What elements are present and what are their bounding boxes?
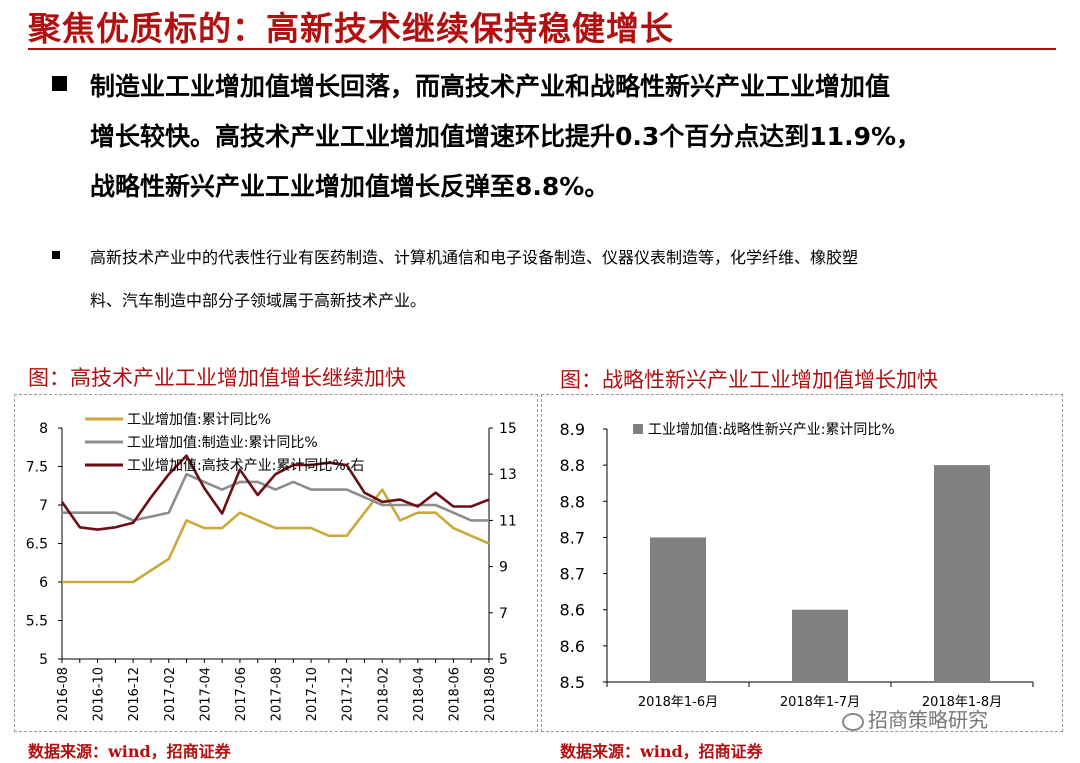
- right-chart-panel: 8.5 8.6 8.6 8.7 8.7 8.8 8.8 8.9 2018年1-6月 2018年1-…: [541, 394, 1063, 732]
- sub-bullet-line: 高新技术产业中的代表性行业有医药制造、计算机通信和电子设备制造、仪器仪表制造等，…: [90, 248, 859, 267]
- x-tick-label: 2018-04: [412, 667, 427, 721]
- left-y-tick-label: 5.5: [26, 614, 48, 630]
- series-line-1: [62, 488, 490, 584]
- x-tick-label: 2017-06: [234, 667, 249, 721]
- x-tick-label: 2016-08: [56, 667, 71, 721]
- left-y-tick-label: 6.5: [26, 537, 48, 553]
- legend-label: 工业增加值:战略性新兴产业:累计同比%: [648, 422, 895, 438]
- y-tick-label: 8.9: [560, 420, 585, 439]
- y-tick-label: 8.6: [560, 637, 585, 656]
- legend-label: 工业增加值:制造业:累计同比%: [127, 435, 318, 451]
- x-tick-label: 2018年1-6月: [638, 695, 718, 710]
- y-tick-label: 8.7: [560, 528, 585, 547]
- main-bullet-text: 制造业工业增加值增长回落，而高技术产业和战略性新兴产业工业增加值 增长较快。高技…: [90, 62, 921, 212]
- page-title: 聚焦优质标的：高新技术继续保持稳健增长: [28, 9, 674, 48]
- right-y-tick-label: 11: [499, 513, 517, 529]
- sub-bullet-line: 料、汽车制造中部分子领域属于高新技术产业。: [90, 291, 427, 310]
- main-bullet-line: 增长较快。高技术产业工业增加值增速环比提升0.3个百分点达到11.9%，: [90, 122, 922, 151]
- x-tick-label: 2018-06: [447, 667, 462, 721]
- left-chart-caption: 图：高技术产业工业增加值增长继续加快: [28, 366, 406, 390]
- bar: [934, 465, 990, 682]
- bullet-square-icon: [52, 251, 60, 259]
- left-line-chart: 5 5.5 6 6.5 7 7.5 8 5 7 9 11 13 15 2016-08 2016-10 2016…: [26, 412, 517, 721]
- left-y-tick-label: 5: [39, 652, 48, 668]
- x-tick-label: 2017-12: [341, 667, 356, 721]
- main-bullet-line: 制造业工业增加值增长回落，而高技术产业和战略性新兴产业工业增加值: [90, 72, 891, 101]
- sub-bullet-text: 高新技术产业中的代表性行业有医药制造、计算机通信和电子设备制造、仪器仪表制造等，…: [90, 236, 858, 322]
- x-tick-label: 2018年1-7月: [780, 695, 860, 710]
- legend-label: 工业增加值:高技术产业:累计同比%:右: [127, 457, 364, 474]
- watermark-text: 招商策略研究: [868, 708, 988, 732]
- left-chart-panel: 5 5.5 6 6.5 7 7.5 8 5 7 9 11 13 15 2016-08 2016-10 2016…: [14, 394, 538, 732]
- legend-label: 工业增加值:累计同比%: [127, 412, 271, 428]
- right-chart-source: 数据来源：wind，招商证券: [560, 742, 763, 761]
- bullet-square-icon: [52, 76, 67, 91]
- right-y-tick-label: 9: [499, 560, 508, 576]
- legend-swatch: [633, 424, 643, 434]
- left-chart-source: 数据来源：wind，招商证券: [28, 742, 231, 761]
- watermark: 招商策略研究: [842, 704, 988, 733]
- x-tick-label: 2018年1-8月: [922, 695, 1002, 710]
- y-tick-label: 8.8: [560, 492, 585, 511]
- x-tick-label: 2017-08: [270, 667, 285, 721]
- x-tick-label: 2017-10: [305, 667, 320, 721]
- y-tick-label: 8.7: [560, 565, 585, 584]
- x-tick-label: 2018-08: [483, 667, 498, 721]
- left-y-tick-label: 8: [39, 421, 48, 437]
- x-tick-label: 2016-10: [92, 667, 107, 721]
- main-bullet-line: 战略性新兴产业工业增加值增长反弹至8.8%。: [90, 172, 610, 201]
- x-tick-label: 2018-02: [376, 667, 391, 721]
- left-y-tick-label: 7: [39, 498, 48, 514]
- right-y-tick-label: 13: [499, 467, 517, 483]
- y-tick-label: 8.5: [560, 673, 585, 692]
- right-chart-caption: 图：战略性新兴产业工业增加值增长加快: [560, 368, 938, 392]
- right-y-tick-label: 15: [499, 421, 517, 437]
- y-tick-label: 8.6: [560, 601, 585, 620]
- x-tick-label: 2016-12: [127, 667, 142, 721]
- title-divider: [28, 48, 1056, 50]
- right-bar-chart: 8.5 8.6 8.6 8.7 8.7 8.8 8.8 8.9 2018年1-6月 2018年1-…: [560, 420, 1034, 710]
- bar: [792, 609, 848, 682]
- series-line-3: [60, 454, 490, 531]
- left-y-tick-label: 7.5: [26, 460, 48, 476]
- bar: [650, 537, 706, 682]
- y-tick-label: 8.8: [560, 456, 585, 475]
- x-tick-label: 2017-04: [198, 667, 213, 721]
- x-tick-label: 2017-02: [163, 667, 178, 721]
- right-y-tick-label: 7: [499, 606, 508, 622]
- right-y-tick-label: 5: [499, 652, 508, 668]
- wechat-icon: [842, 712, 864, 731]
- left-y-tick-label: 6: [39, 575, 48, 591]
